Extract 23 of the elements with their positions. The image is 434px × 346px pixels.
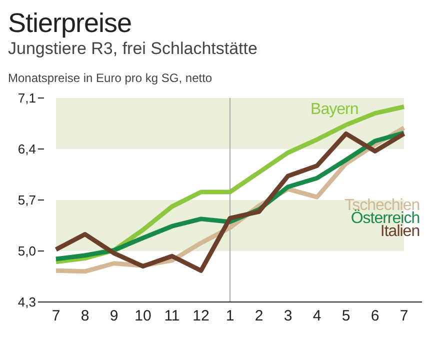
x-tick-label: 7	[400, 308, 408, 325]
x-tick-label: 5	[342, 308, 350, 325]
x-tick-label: 3	[284, 308, 292, 325]
x-tick-label: 1	[226, 308, 234, 325]
x-tick-label: 8	[80, 308, 90, 325]
chart-subtitle: Jungstiere R3, frei Schlachtstätte	[8, 38, 258, 60]
y-tick-label: 6,4	[18, 142, 36, 157]
chart-title: Stierpreise	[8, 8, 133, 38]
y-axis-title: Monatspreise in Euro pro kg SG, netto	[8, 70, 214, 86]
y-tick-label: 5,0	[18, 244, 36, 259]
x-tick-label: 7	[52, 308, 60, 325]
series-label: Bayern	[310, 100, 358, 120]
x-tick-label: 9	[110, 308, 118, 325]
x-tick-label: 10	[134, 308, 152, 325]
x-tick-label: 11	[164, 308, 180, 325]
x-tick-label: 2	[254, 308, 264, 325]
y-tick-label: 5,7	[18, 192, 36, 208]
x-tick-label: 4	[312, 308, 322, 325]
y-tick-label: 7,1	[18, 90, 36, 106]
x-tick-label: 6	[370, 308, 380, 325]
x-tick-label: 12	[192, 308, 210, 325]
text: Italien	[380, 223, 420, 242]
y-tick-label: 4,3	[18, 294, 36, 310]
